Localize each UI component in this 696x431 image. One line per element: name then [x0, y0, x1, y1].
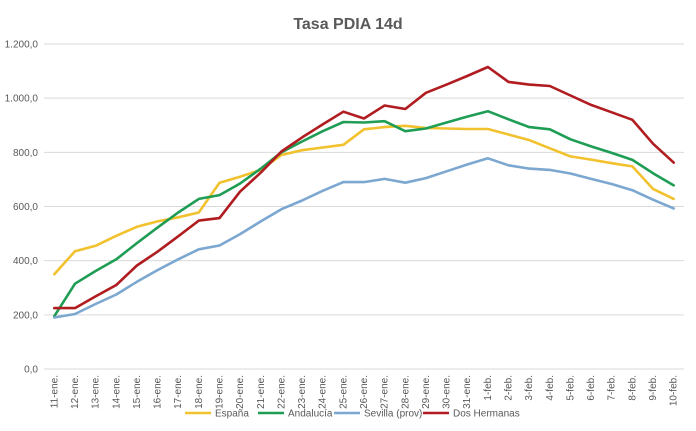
x-tick-label: 3-feb. [524, 375, 535, 401]
x-tick-label: 19-ene. [214, 375, 225, 409]
x-tick-label: 8-feb. [627, 375, 638, 401]
y-tick-label: 400,0 [13, 256, 38, 267]
y-tick-label: 600,0 [13, 202, 38, 213]
y-tick-label: 0,0 [24, 365, 38, 376]
x-tick-label: 15-ene. [132, 375, 143, 409]
series-line-espa-a [52, 124, 676, 276]
x-tick-label: 30-ene. [442, 375, 453, 409]
x-tick-label: 16-ene. [153, 375, 164, 409]
legend: España Andalucía Sevilla (prov) Dos Hermana… [185, 409, 520, 420]
x-tick-label: 2-feb. [504, 375, 515, 401]
legend-label: España [215, 409, 249, 420]
x-tick-label: 29-ene. [421, 375, 432, 409]
x-tick-label: 12-ene. [70, 375, 81, 409]
x-tick-label: 23-ene. [297, 375, 308, 409]
y-tick-label: 1.200,0 [5, 40, 39, 51]
legend-label: Andalucía [288, 409, 333, 420]
x-tick-label: 24-ene. [318, 375, 329, 409]
x-tick-label: 20-ene. [235, 375, 246, 409]
y-axis-tick-labels: 0,0 200,0 400,0 600,0 800,0 1.000,0 1.200,0 [5, 40, 39, 376]
series-line-sevilla-prov [52, 157, 676, 319]
x-tick-label: 10-feb. [669, 375, 680, 406]
x-tick-label: 18-ene. [194, 375, 205, 409]
x-tick-label: 9-feb. [648, 375, 659, 401]
x-axis-tick-labels: 11-ene. 12-ene. 13-ene. 14-ene. 15-ene. 16-en… [49, 375, 679, 409]
x-tick-label: 7-feb. [607, 375, 618, 401]
x-tick-label: 5-feb. [565, 375, 576, 401]
x-tick-label: 31-ene. [462, 375, 473, 409]
x-tick-label: 13-ene. [91, 375, 102, 409]
x-tick-label: 21-ene. [256, 375, 267, 409]
x-tick-label: 1-feb. [483, 375, 494, 401]
chart-title: Tasa PDIA 14d [293, 16, 402, 33]
series-line-dos-hermanas [52, 65, 676, 310]
x-tick-label: 14-ene. [111, 375, 122, 409]
x-tick-label: 25-ene. [338, 375, 349, 409]
legend-label: Sevilla (prov) [364, 409, 422, 420]
x-tick-label: 26-ene. [359, 375, 370, 409]
x-tick-label: 4-feb. [545, 375, 556, 401]
x-tick-label: 22-ene. [276, 375, 287, 409]
y-tick-label: 1.000,0 [5, 94, 39, 105]
x-tick-label: 28-ene. [400, 375, 411, 409]
gridlines [44, 43, 684, 370]
x-tick-label: 6-feb. [586, 375, 597, 401]
series-line-andaluc-a [52, 109, 676, 318]
legend-label: Dos Hermanas [453, 409, 520, 420]
y-tick-label: 200,0 [13, 310, 38, 321]
series-lines [52, 65, 676, 319]
x-tick-label: 11-ene. [49, 375, 60, 408]
y-tick-label: 800,0 [13, 148, 38, 159]
x-tick-label: 27-ene. [380, 375, 391, 409]
x-tick-label: 17-ene. [173, 375, 184, 409]
